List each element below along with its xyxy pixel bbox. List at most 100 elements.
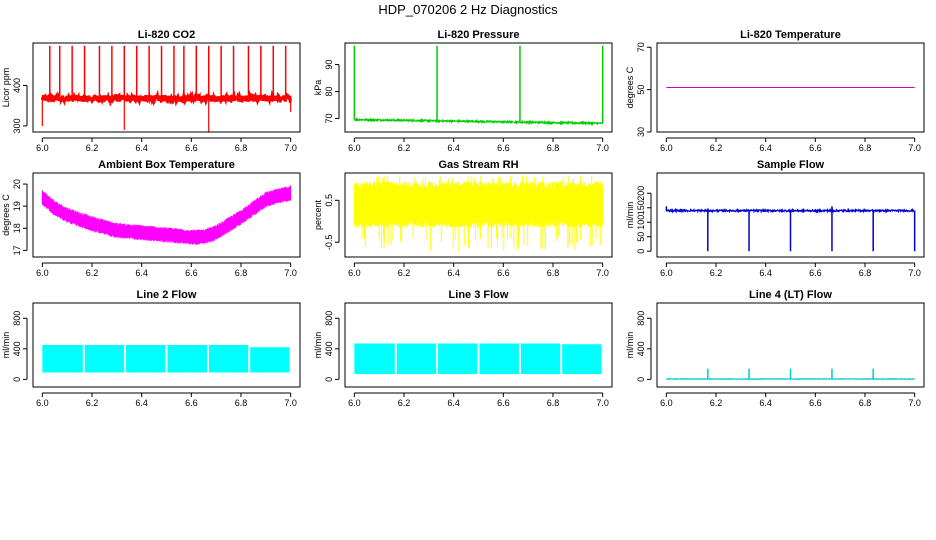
x-tick-label: 6.4 [759, 268, 772, 278]
segment-block [167, 345, 207, 373]
y-axis-label: ml/min [1, 332, 11, 359]
data-layer [354, 343, 602, 375]
panel-6: Sample Flow 6.0 6.2 6.4 6.6 6.8 7.0 0 50 10015020… [625, 159, 925, 278]
panel-8: Line 3 Flow 6.0 6.2 6.4 6.6 6.8 7.0 0 400 800ml/m… [313, 289, 613, 408]
y-axis-label: kPa [313, 80, 323, 96]
panel-9: Line 4 (LT) Flow 6.0 6.2 6.4 6.6 6.8 7.0 0 400 80… [625, 289, 925, 408]
figure-title: HDP_070206 2 Hz Diagnostics [378, 2, 558, 17]
x-tick-label: 6.0 [348, 398, 361, 408]
y-tick-label: 400 [636, 341, 646, 356]
y-tick-label: 70 [324, 114, 334, 124]
x-tick-label: 6.6 [809, 398, 822, 408]
plot-frame [656, 172, 925, 258]
y-tick-label: 30 [636, 127, 646, 137]
plot-frame [32, 172, 301, 258]
x-tick-label: 7.0 [284, 268, 297, 278]
y-tick-label: 800 [324, 311, 334, 326]
data-layer [665, 206, 916, 252]
panel-title: Li-820 Temperature [740, 29, 841, 41]
plot-frame [344, 302, 613, 388]
y-tick-label: 50 [636, 85, 646, 95]
x-tick-label: 7.0 [908, 143, 921, 153]
y-tick-label: 90 [324, 60, 334, 70]
series-line [354, 116, 604, 127]
segment-block [396, 343, 437, 375]
series-band [353, 175, 604, 252]
panel-3: Li-820 Temperature 6.0 6.2 6.4 6.6 6.8 7.0 30 50… [625, 29, 925, 153]
y-tick-label: 0.5 [324, 194, 334, 207]
y-tick-label: 800 [636, 311, 646, 326]
data-layer [41, 185, 292, 245]
x-tick-label: 6.2 [710, 268, 723, 278]
data-layer [665, 368, 915, 381]
x-tick-label: 6.6 [185, 398, 198, 408]
segment-block [84, 345, 125, 373]
x-tick-label: 6.2 [86, 398, 99, 408]
x-tick-label: 6.6 [497, 398, 510, 408]
series-line [40, 89, 292, 107]
x-tick-label: 6.6 [497, 268, 510, 278]
x-tick-label: 6.0 [36, 398, 49, 408]
x-tick-label: 6.8 [235, 143, 248, 153]
x-tick-label: 6.4 [135, 268, 148, 278]
x-tick-label: 6.4 [447, 398, 460, 408]
panel-title: Sample Flow [757, 159, 825, 171]
data-layer [353, 175, 604, 252]
x-tick-label: 7.0 [908, 268, 921, 278]
data-layer [40, 45, 292, 132]
y-tick-label: 0 [636, 377, 646, 382]
y-axis-label: ml/min [313, 332, 323, 359]
x-tick-label: 6.0 [348, 143, 361, 153]
y-tick-label: 17 [12, 245, 22, 255]
x-tick-label: 6.0 [660, 143, 673, 153]
y-axis-label: degrees C [625, 66, 635, 108]
x-tick-label: 6.4 [447, 143, 460, 153]
y-tick-label: 400 [324, 341, 334, 356]
x-tick-label: 7.0 [596, 268, 609, 278]
x-tick-label: 6.6 [809, 268, 822, 278]
y-tick-label: 100 [636, 215, 646, 230]
x-tick-label: 7.0 [284, 398, 297, 408]
y-axis-label: degrees C [1, 194, 11, 236]
y-axis-label: percent [313, 199, 323, 230]
data-layer [42, 345, 290, 373]
series-band [41, 185, 292, 245]
plot-frame [656, 302, 925, 388]
x-tick-label: 6.8 [547, 268, 560, 278]
x-tick-label: 6.8 [859, 143, 872, 153]
x-tick-label: 6.8 [547, 398, 560, 408]
y-tick-label: 200 [636, 186, 646, 201]
x-tick-label: 6.4 [759, 143, 772, 153]
x-tick-label: 6.0 [660, 398, 673, 408]
x-tick-label: 6.8 [547, 143, 560, 153]
panel-2: Li-820 Pressure 6.0 6.2 6.4 6.6 6.8 7.0 70 80 90k… [313, 29, 613, 153]
panel-4: Ambient Box Temperature 6.0 6.2 6.4 6.6 6.8 7.… [1, 159, 301, 278]
x-tick-label: 6.8 [235, 268, 248, 278]
segment-block [126, 345, 166, 373]
x-tick-label: 6.4 [135, 143, 148, 153]
panel-5: Gas Stream RH 6.0 6.2 6.4 6.6 6.8 7.0 -0.5 0.5pe… [313, 159, 613, 278]
x-tick-label: 6.8 [859, 268, 872, 278]
data-layer [353, 45, 604, 127]
x-tick-label: 6.8 [235, 398, 248, 408]
y-tick-label: 70 [636, 42, 646, 52]
plot-frame [32, 302, 301, 388]
x-tick-label: 6.2 [86, 268, 99, 278]
x-tick-label: 6.6 [809, 143, 822, 153]
x-tick-label: 6.8 [859, 398, 872, 408]
x-tick-label: 6.2 [398, 398, 411, 408]
x-tick-label: 6.0 [660, 268, 673, 278]
x-tick-label: 6.0 [36, 268, 49, 278]
y-tick-label: 0 [324, 377, 334, 382]
panel-title: Li-820 CO2 [138, 29, 195, 41]
x-tick-label: 7.0 [596, 143, 609, 153]
x-tick-label: 6.2 [86, 143, 99, 153]
segment-block [479, 343, 519, 375]
y-tick-label: 0 [12, 377, 22, 382]
panel-1: Li-820 CO2 6.0 6.2 6.4 6.6 6.8 7.0 300 400Licor … [1, 29, 301, 153]
y-tick-label: 80 [324, 87, 334, 97]
x-tick-label: 6.6 [185, 143, 198, 153]
x-tick-label: 7.0 [908, 398, 921, 408]
